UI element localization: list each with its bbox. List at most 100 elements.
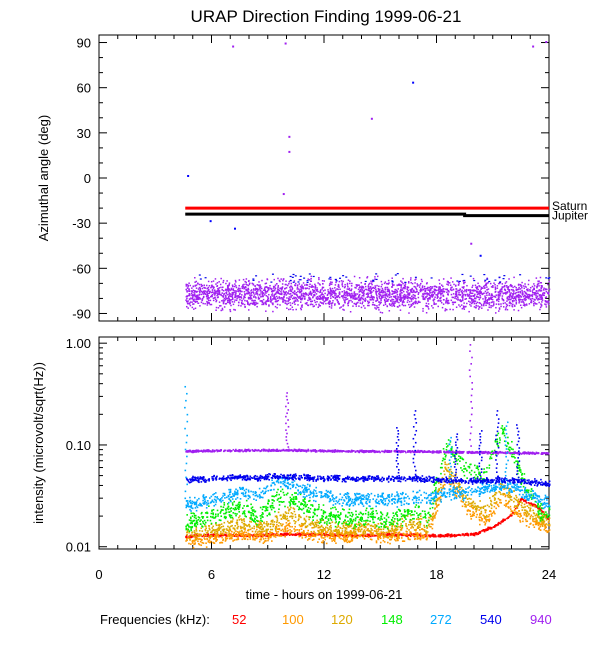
azimuth-point [265, 292, 267, 294]
azimuth-point [393, 302, 395, 305]
intensity-point [198, 533, 200, 535]
azimuth-point [308, 297, 310, 299]
azimuth-point [229, 299, 231, 302]
intensity-point [314, 535, 317, 538]
intensity-point [416, 532, 419, 534]
azimuth-point [244, 296, 246, 299]
azimuth-point [361, 294, 364, 297]
azimuth-point-blue [548, 277, 551, 279]
intensity-point [409, 535, 412, 538]
azimuth-point [189, 294, 191, 296]
azimuth-point [370, 287, 372, 290]
intensity-point [538, 528, 540, 530]
intensity-point [266, 535, 269, 538]
intensity-point [298, 535, 301, 538]
azimuth-point [489, 297, 491, 299]
intensity-point [320, 535, 323, 538]
intensity-point [521, 506, 523, 509]
azimuth-point [494, 286, 497, 288]
intensity-point [479, 516, 481, 519]
intensity-point [515, 494, 517, 497]
azimuth-point [329, 291, 331, 293]
intensity-point [478, 514, 481, 516]
intensity-point [347, 526, 350, 528]
azimuth-point [467, 295, 469, 297]
azimuth-point [533, 285, 536, 287]
azimuth-point [303, 293, 306, 295]
azimuth-point [491, 301, 494, 303]
intensity-point [229, 537, 231, 540]
azimuth-point [407, 282, 410, 284]
azimuth-point [544, 300, 547, 303]
intensity-point [468, 509, 471, 512]
intensity-point [238, 519, 241, 521]
azimuth-point [388, 310, 391, 312]
azimuth-point [384, 303, 387, 306]
azimuth-point [396, 299, 399, 302]
azimuth-point [431, 287, 433, 289]
azimuth-point [301, 297, 304, 300]
intensity-point [419, 538, 422, 541]
intensity-point [415, 532, 418, 535]
azimuth-point [357, 301, 359, 304]
azimuth-point [476, 301, 479, 304]
intensity-point [206, 531, 209, 534]
azimuth-point [407, 299, 409, 302]
intensity-point [459, 534, 461, 536]
intensity-point [262, 530, 264, 533]
azimuth-point [518, 299, 520, 301]
intensity-point [312, 534, 315, 536]
azimuth-point [539, 308, 541, 311]
intensity-point [212, 534, 214, 537]
azimuth-point [321, 286, 324, 289]
azimuth-point [234, 295, 237, 297]
intensity-point [331, 534, 334, 537]
azimuth-point-blue [252, 279, 255, 281]
azimuth-point [332, 296, 335, 298]
intensity-point [532, 515, 534, 518]
azimuth-point [410, 290, 413, 292]
azimuth-point [247, 280, 250, 283]
azimuth-point [346, 292, 348, 295]
azimuth-point [188, 303, 191, 305]
intensity-point [529, 517, 531, 520]
azimuth-point [522, 301, 524, 303]
azimuth-point [495, 294, 497, 296]
azimuth-point [214, 290, 216, 292]
intensity-point [308, 534, 311, 537]
azimuth-point [218, 290, 221, 292]
intensity-point [473, 512, 476, 515]
azimuth-point [367, 293, 370, 296]
azimuth-point [343, 292, 346, 294]
azimuth-point [546, 301, 548, 304]
intensity-point [487, 519, 490, 521]
azimuth-point [374, 285, 376, 287]
azimuth-point [306, 287, 308, 289]
azimuth-point [486, 277, 489, 280]
intensity-point [375, 541, 378, 544]
intensity-point [269, 525, 272, 528]
intensity-point [407, 534, 410, 536]
azimuth-point [464, 306, 466, 308]
intensity-point [222, 538, 225, 541]
azimuth-point [511, 305, 514, 308]
intensity-point [333, 536, 335, 538]
azimuth-point [509, 293, 512, 295]
intensity-point [282, 523, 284, 526]
azimuth-point [398, 301, 400, 304]
azimuth-point [320, 289, 322, 291]
intensity-point [436, 504, 439, 507]
azimuth-point [186, 290, 188, 292]
azimuth-point [402, 299, 405, 301]
azimuth-point [367, 296, 370, 298]
intensity-point [308, 538, 311, 540]
intensity-point [424, 535, 427, 538]
azimuth-point [461, 296, 463, 298]
azimuth-point [273, 286, 276, 288]
azimuth-point [426, 282, 428, 284]
azimuth-point [230, 295, 233, 298]
intensity-point [235, 538, 238, 541]
azimuth-point [280, 287, 283, 290]
azimuth-point [369, 286, 372, 288]
